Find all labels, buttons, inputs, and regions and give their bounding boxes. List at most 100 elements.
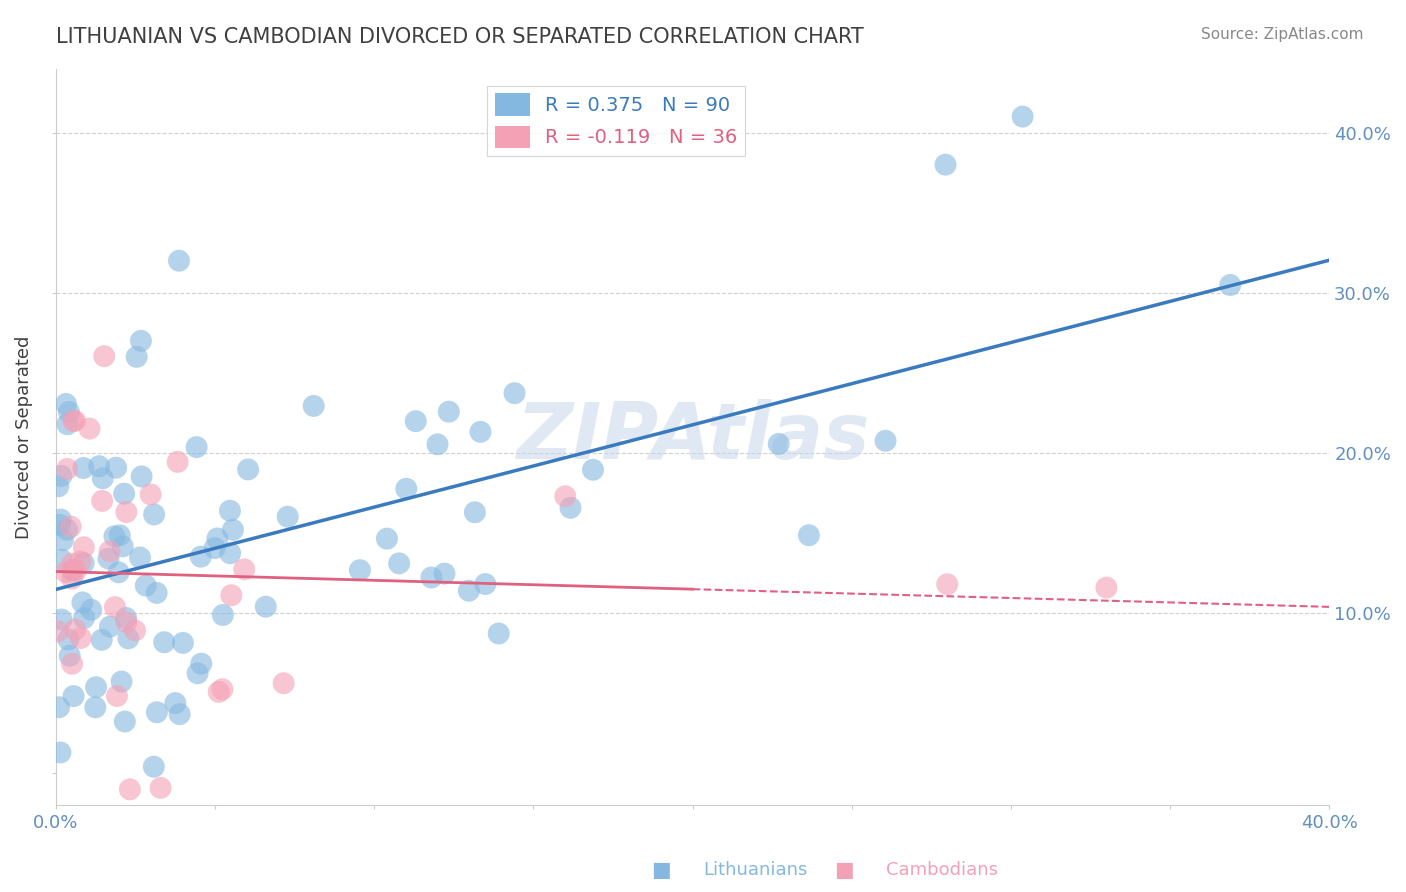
Point (426, 437, 449, 451)
Point (135, 578, 157, 592)
Point (474, 577, 496, 591)
Point (934, 158, 956, 172)
Point (62, 564, 84, 578)
Point (49, 746, 72, 760)
Point (52, 533, 75, 548)
Point (554, 489, 576, 503)
Point (129, 334, 152, 348)
Point (273, 676, 295, 690)
Point (212, 607, 235, 622)
Point (388, 557, 411, 571)
Point (73, 556, 96, 570)
Point (103, 529, 125, 543)
Point (211, 682, 233, 697)
Point (56, 462, 79, 476)
Point (107, 566, 129, 580)
Point (55, 397, 77, 411)
Point (91, 494, 114, 508)
Point (65, 564, 87, 578)
Point (105, 689, 128, 703)
Point (79, 422, 101, 436)
Point (875, 434, 897, 448)
Point (69, 554, 91, 568)
Point (395, 482, 418, 496)
Point (105, 460, 128, 475)
Point (98, 544, 121, 558)
Point (51, 613, 73, 627)
Point (349, 563, 371, 577)
Point (60, 557, 83, 571)
Text: Lithuanians: Lithuanians (703, 861, 807, 879)
Point (49, 512, 72, 526)
Point (139, 487, 162, 501)
Point (433, 566, 456, 581)
Point (80, 603, 103, 617)
Point (56, 523, 79, 537)
Point (115, 505, 138, 519)
Point (190, 657, 212, 671)
Point (470, 425, 492, 439)
Point (90, 632, 112, 647)
Point (49, 518, 72, 533)
Point (104, 600, 127, 615)
Point (149, 780, 172, 795)
Point (84, 680, 107, 694)
Point (153, 635, 176, 649)
Point (73, 541, 96, 555)
Point (187, 666, 209, 681)
Point (51, 552, 73, 566)
Point (84, 700, 107, 714)
Point (464, 505, 486, 519)
Point (166, 455, 188, 469)
Point (72, 595, 94, 609)
Point (186, 440, 208, 454)
Point (129, 550, 152, 565)
Point (46, 624, 69, 639)
Point (233, 562, 256, 576)
Point (797, 528, 820, 542)
Point (221, 588, 243, 602)
Point (91, 471, 114, 485)
Point (1095, 581, 1118, 595)
Point (302, 399, 325, 413)
Point (143, 508, 166, 522)
Point (208, 685, 231, 699)
Point (437, 405, 460, 419)
Point (118, 782, 141, 797)
Point (142, 760, 165, 774)
Text: ■: ■ (651, 860, 671, 880)
Point (219, 546, 242, 560)
Point (457, 583, 479, 598)
Text: LITHUANIAN VS CAMBODIAN DIVORCED OR SEPARATED CORRELATION CHART: LITHUANIAN VS CAMBODIAN DIVORCED OR SEPA… (56, 27, 865, 46)
Point (204, 541, 226, 555)
Point (58, 405, 80, 419)
Point (60, 563, 83, 577)
Point (207, 532, 229, 546)
Point (108, 528, 131, 542)
Point (110, 674, 132, 689)
Point (69, 631, 91, 645)
Point (131, 469, 153, 483)
Point (1219, 278, 1241, 293)
Point (146, 705, 169, 719)
Point (145, 586, 167, 600)
Point (55, 565, 77, 579)
Point (73, 611, 96, 625)
Point (48, 700, 70, 714)
Point (117, 632, 139, 646)
Point (97, 551, 120, 566)
Point (124, 624, 146, 638)
Legend: R = 0.375   N = 90, R = -0.119   N = 36: R = 0.375 N = 90, R = -0.119 N = 36 (486, 86, 745, 156)
Text: ZIPAtlas: ZIPAtlas (516, 399, 869, 475)
Point (236, 462, 259, 476)
Point (60, 657, 83, 671)
Point (560, 500, 582, 515)
Point (56, 417, 79, 432)
Point (190, 549, 212, 564)
Point (254, 599, 277, 614)
Point (65, 623, 87, 637)
Point (172, 636, 194, 650)
Point (503, 386, 526, 401)
Text: ■: ■ (834, 860, 853, 880)
Point (420, 570, 443, 584)
